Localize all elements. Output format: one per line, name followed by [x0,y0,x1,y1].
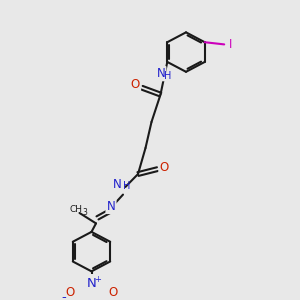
Text: +: + [94,275,101,284]
Text: O: O [131,79,140,92]
Text: O: O [109,286,118,299]
Text: O: O [65,286,74,299]
Text: N: N [113,178,122,191]
Text: 3: 3 [82,208,87,217]
Text: N: N [106,200,116,213]
Text: N: N [87,278,96,290]
Text: -: - [61,291,66,300]
Text: I: I [229,38,233,51]
Text: H: H [123,182,130,191]
Text: CH: CH [69,205,82,214]
Text: H: H [164,70,172,80]
Text: O: O [160,161,169,174]
Text: N: N [157,67,165,80]
